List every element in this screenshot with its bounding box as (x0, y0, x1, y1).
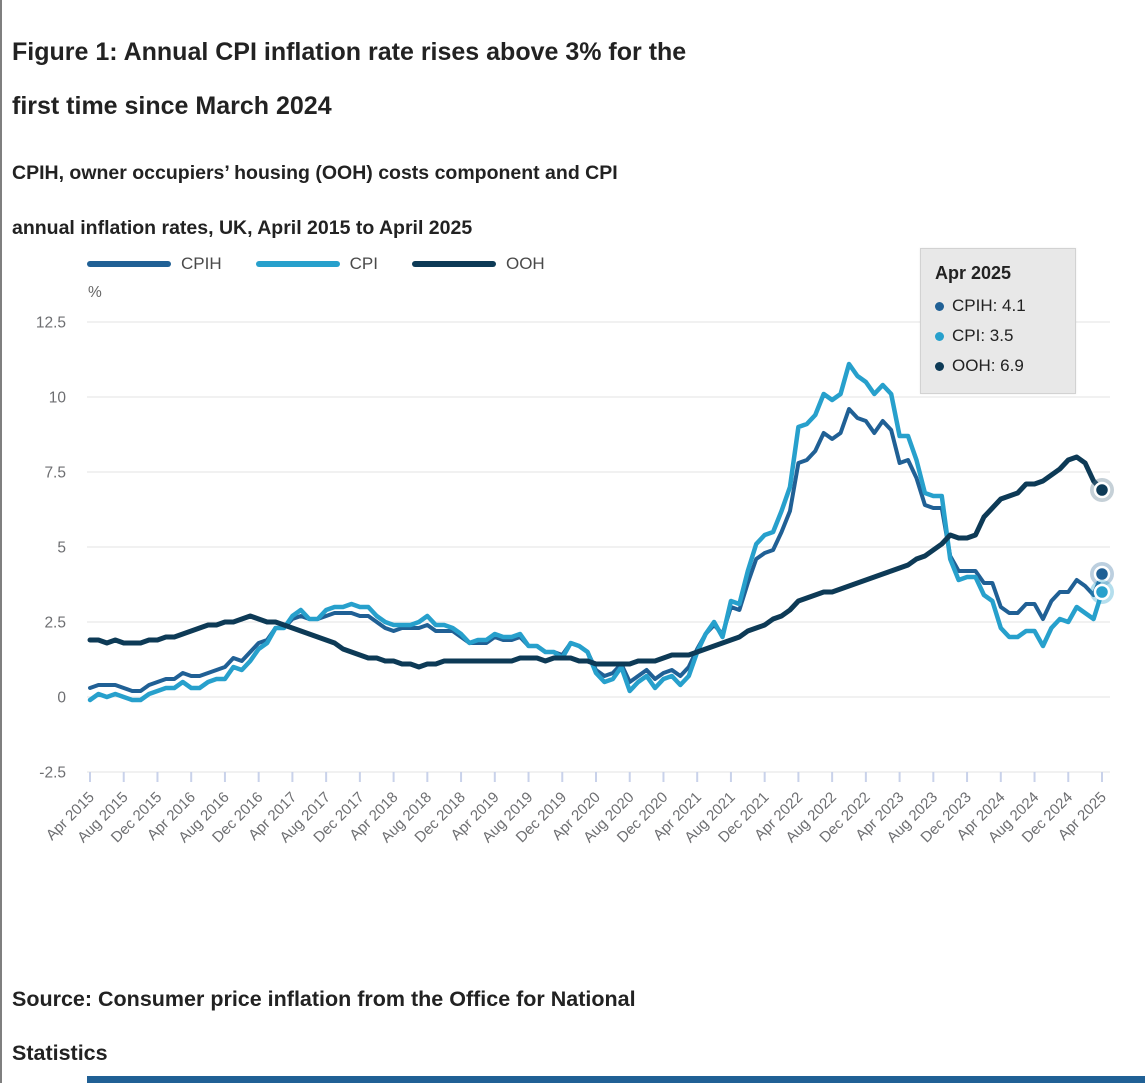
source-note: Source: Consumer price inflation from th… (12, 972, 902, 1080)
figure-title-line2: first time since March 2024 (12, 91, 332, 120)
tooltip-row-ooh: OOH: 6.9 (935, 351, 1061, 381)
legend-label-cpih: CPIH (181, 254, 222, 273)
chart-legend: CPIH CPI OOH (87, 254, 545, 274)
y-axis-tick-label: 10 (49, 390, 67, 407)
y-axis-tick-label: -2.5 (39, 765, 66, 782)
series-line-ooh[interactable] (87, 454, 1105, 670)
y-axis-tick-label: 2.5 (44, 615, 66, 632)
source-line2: Statistics (12, 1041, 108, 1065)
marker-dot-cpi[interactable] (1093, 583, 1111, 601)
tooltip-row-cpih: CPIH: 4.1 (935, 291, 1061, 321)
marker-dot-cpih[interactable] (1093, 565, 1111, 583)
cpi-dot-icon (935, 331, 944, 341)
tooltip-date-label: Apr 2025 (935, 263, 1012, 283)
y-axis-tick-label: 12.5 (36, 315, 66, 332)
tooltip-value-cpih: CPIH: 4.1 (952, 296, 1026, 315)
figure-title: Figure 1: Annual CPI inflation rate rise… (12, 25, 902, 133)
legend-item-ooh[interactable]: OOH (411, 254, 545, 274)
legend-label-cpi: CPI (349, 254, 378, 273)
tooltip-row-cpi: CPI: 3.5 (935, 321, 1061, 351)
ooh-dot-icon (935, 361, 944, 371)
ooh-line-swatch-icon (411, 261, 496, 267)
y-axis-unit-label: % (88, 284, 102, 301)
tooltip-value-ooh: OOH: 6.9 (952, 356, 1024, 375)
y-axis-tick-label: 5 (57, 540, 66, 557)
cpih-line-swatch-icon (87, 261, 171, 267)
series-line-cpi[interactable] (87, 361, 1105, 703)
figure-subtitle: CPIH, owner occupiers’ housing (OOH) cos… (12, 146, 812, 256)
figure-subtitle-line1: CPIH, owner occupiers’ housing (OOH) cos… (12, 162, 618, 185)
tooltip-value-cpi: CPI: 3.5 (952, 326, 1014, 345)
legend-item-cpih[interactable]: CPIH (87, 254, 222, 274)
legend-label-ooh: OOH (505, 254, 545, 273)
legend-item-cpi[interactable]: CPI (255, 254, 378, 274)
marker-dot-ooh[interactable] (1093, 481, 1111, 499)
footer-accent-bar (87, 1076, 1145, 1083)
y-axis-tick-label: 7.5 (44, 465, 66, 482)
chart-tooltip: Apr 2025 CPIH: 4.1 CPI: 3.5 OOH: 6.9 (920, 248, 1076, 394)
y-axis-tick-label: 0 (57, 690, 66, 707)
cpi-line-swatch-icon (255, 261, 340, 267)
chart-block: CPIH CPI OOH % 12.5 10 7.5 5 2.5 0 -2.5 Apr 201… (2, 240, 1145, 890)
source-line1: Source: Consumer price inflation from th… (12, 987, 636, 1011)
figure-subtitle-line2: annual inflation rates, UK, April 2015 t… (12, 217, 473, 240)
figure-title-line1: Figure 1: Annual CPI inflation rate rise… (12, 37, 687, 66)
cpih-dot-icon (935, 301, 944, 311)
